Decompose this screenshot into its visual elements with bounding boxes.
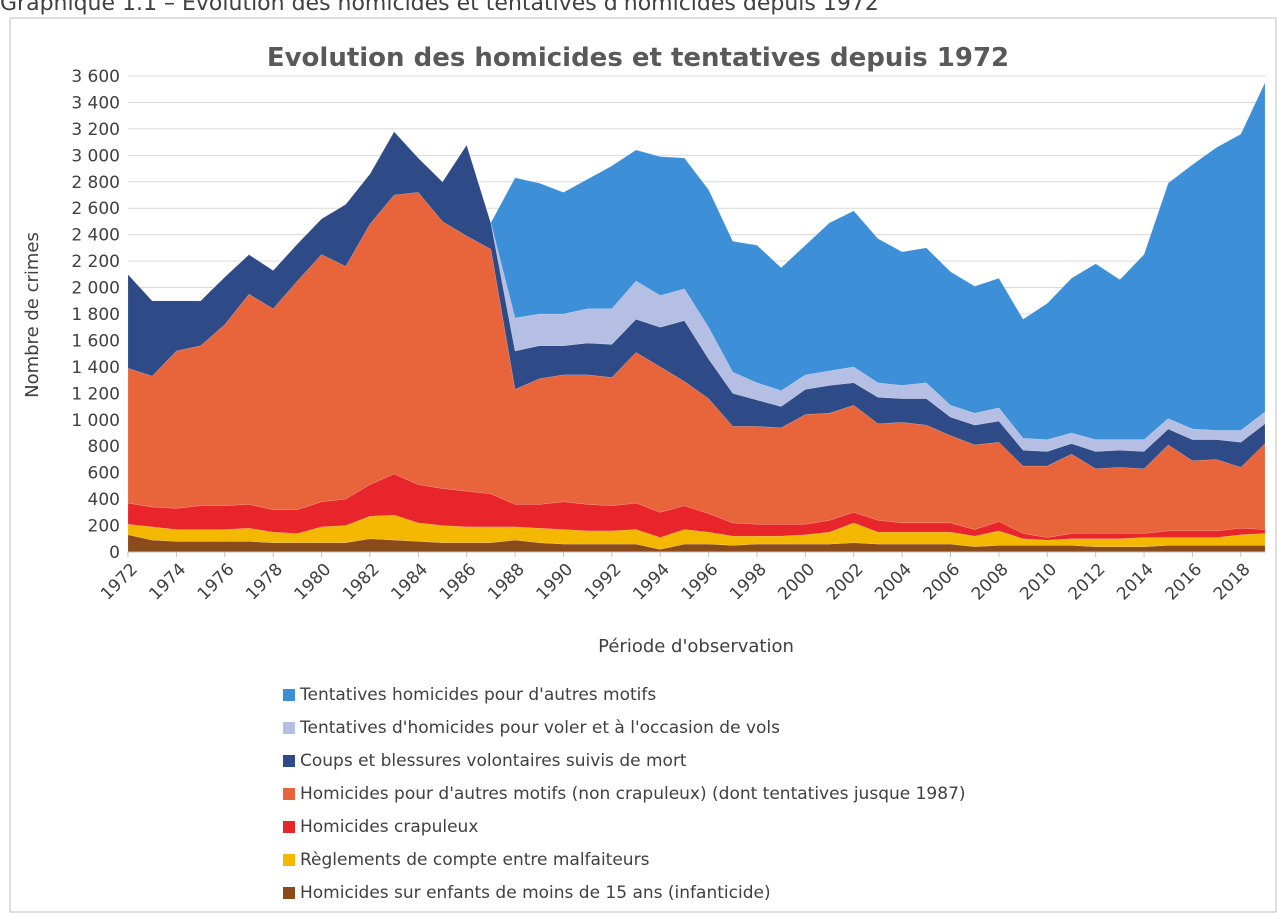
legend-label: Homicides crapuleux — [300, 817, 478, 837]
legend-swatch — [283, 755, 295, 767]
y-tick-label: 400 — [88, 490, 120, 510]
legend-swatch — [283, 788, 295, 800]
area — [127, 82, 1266, 440]
y-tick-label: 1 400 — [71, 358, 120, 378]
legend-swatch — [283, 821, 295, 833]
legend-label: Tentatives homicides pour d'autres motif… — [299, 685, 656, 705]
legend-swatch — [283, 689, 295, 701]
x-axis-label: Période d'observation — [598, 636, 794, 657]
legend-label: Tentatives d'homicides pour voler et à l… — [299, 718, 780, 738]
y-tick-label: 200 — [88, 517, 120, 537]
legend-label: Homicides pour d'autres motifs (non crap… — [300, 784, 966, 804]
y-tick-label: 3 600 — [71, 67, 120, 87]
y-tick-label: 1 200 — [71, 384, 120, 404]
legend-swatch — [283, 722, 295, 734]
legend-label: Coups et blessures volontaires suivis de… — [300, 751, 687, 771]
legend-label: Règlements de compte entre malfaiteurs — [300, 850, 650, 870]
y-tick-label: 600 — [88, 464, 120, 484]
chart-title: Evolution des homicides et tentatives de… — [267, 43, 1009, 73]
y-tick-label: 2 000 — [71, 279, 120, 299]
y-tick-label: 2 400 — [71, 226, 120, 246]
y-tick-label: 3 400 — [71, 93, 120, 113]
y-axis-label: Nombre de crimes — [22, 232, 43, 398]
y-tick-label: 1 000 — [71, 411, 120, 431]
y-tick-label: 800 — [88, 437, 120, 457]
area — [127, 514, 1266, 550]
area — [127, 192, 1266, 538]
y-tick-label: 3 200 — [71, 120, 120, 140]
legend-swatch — [283, 887, 295, 899]
y-tick-label: 2 200 — [71, 252, 120, 272]
y-tick-label: 2 600 — [71, 199, 120, 219]
page-header: Graphique 1.1 – Évolution des homicides … — [0, 0, 879, 16]
y-tick-label: 1 600 — [71, 331, 120, 351]
y-tick-label: 0 — [109, 543, 120, 563]
y-tick-label: 1 800 — [71, 305, 120, 325]
legend-swatch — [283, 854, 295, 866]
y-tick-label: 2 800 — [71, 173, 120, 193]
y-tick-label: 3 000 — [71, 146, 120, 166]
legend-label: Homicides sur enfants de moins de 15 ans… — [300, 883, 771, 903]
